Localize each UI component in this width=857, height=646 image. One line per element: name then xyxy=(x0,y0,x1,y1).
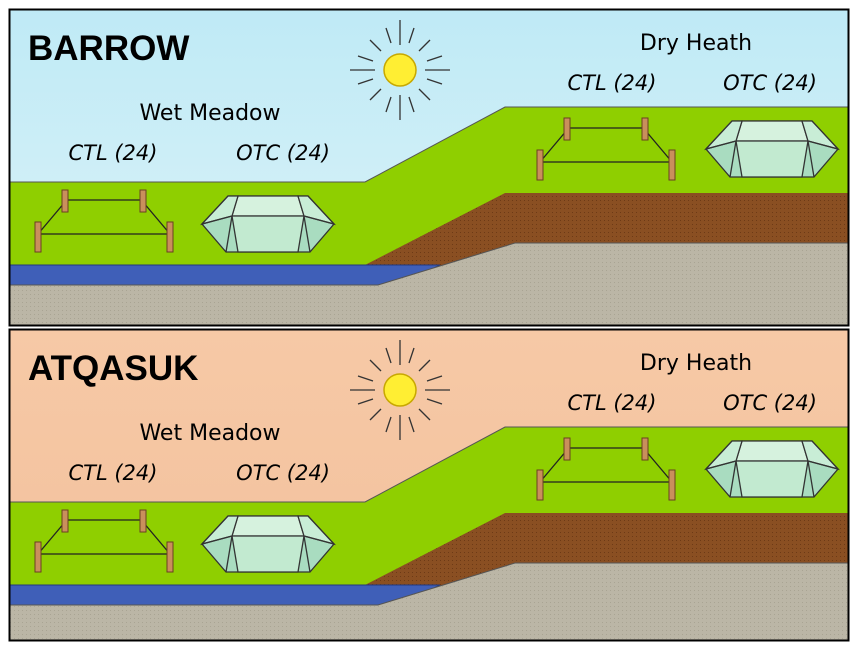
panel-scene xyxy=(10,330,848,640)
chamber-icon xyxy=(705,440,839,498)
habitat-label: Dry Heath xyxy=(640,351,752,376)
chamber-icon xyxy=(201,515,335,573)
panel-scene xyxy=(10,10,848,325)
water xyxy=(10,264,441,286)
treatment-label: OTC (24) xyxy=(236,141,330,165)
bedrock xyxy=(10,242,848,325)
chamber-icon xyxy=(201,195,335,253)
treatment-label: CTL (24) xyxy=(69,461,158,485)
bedrock xyxy=(10,562,848,640)
treatment-label: OTC (24) xyxy=(723,391,817,415)
habitat-label: Wet Meadow xyxy=(139,101,280,126)
treatment-label: CTL (24) xyxy=(568,391,657,415)
chamber-icon xyxy=(705,120,839,178)
panel-border xyxy=(8,8,850,327)
treatment-label: OTC (24) xyxy=(723,71,817,95)
panel-border xyxy=(8,328,850,642)
habitat-label: Wet Meadow xyxy=(139,421,280,446)
treatment-label: CTL (24) xyxy=(69,141,158,165)
treatment-label: CTL (24) xyxy=(568,71,657,95)
panel: ATQASUK Wet Meadow CTL (24) OTC (24) Dry Hea… xyxy=(10,330,848,640)
site-name: BARROW xyxy=(28,29,189,68)
water xyxy=(10,584,441,606)
site-name: ATQASUK xyxy=(28,349,198,388)
panel: BARROW Wet Meadow CTL (24) OTC (24) Dry Heat… xyxy=(10,10,848,325)
habitat-label: Dry Heath xyxy=(640,31,752,56)
treatment-label: OTC (24) xyxy=(236,461,330,485)
